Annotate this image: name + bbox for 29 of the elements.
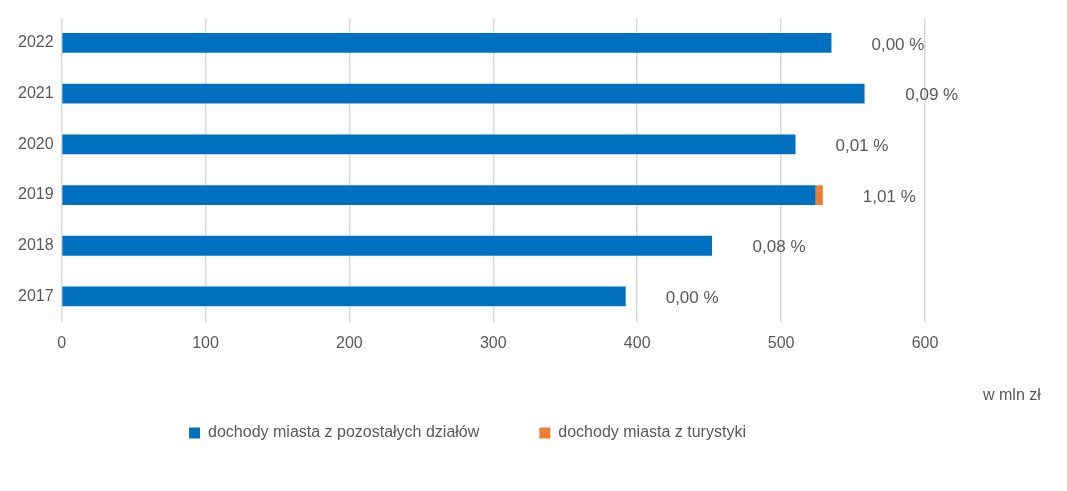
x-tick-label: 500 xyxy=(767,333,795,351)
y-tick-label: 2018 xyxy=(18,236,54,254)
x-tick-label: 0 xyxy=(57,333,67,351)
y-tick-label: 2017 xyxy=(18,286,54,304)
y-tick-label: 2022 xyxy=(18,33,54,51)
x-tick-label: 100 xyxy=(192,333,219,351)
annotation: 0,08 % xyxy=(752,237,806,257)
x-tick-label: 600 xyxy=(911,333,939,351)
bar xyxy=(62,33,832,53)
y-tick-label: 2019 xyxy=(18,185,54,203)
bar xyxy=(815,185,823,205)
annotation: 0,09 % xyxy=(905,85,959,105)
y-tick-label: 2021 xyxy=(18,84,54,102)
x-tick-label: 400 xyxy=(623,333,651,351)
bar xyxy=(62,134,796,155)
annotation: 0,00 % xyxy=(871,34,925,54)
x-tick-label: 200 xyxy=(336,333,363,351)
bar xyxy=(62,185,816,205)
bar xyxy=(62,286,626,307)
bar xyxy=(62,235,713,256)
legend-label: dochody miasta z turystyki xyxy=(558,423,746,441)
annotation: 0,01 % xyxy=(835,136,889,156)
legend-label: dochody miasta z pozostałych działów xyxy=(208,423,480,441)
x-axis-title: w mln zł xyxy=(982,386,1042,404)
bar xyxy=(62,83,865,104)
annotation: 1,01 % xyxy=(862,186,916,206)
annotation: 0,00 % xyxy=(665,288,719,308)
y-tick-label: 2020 xyxy=(18,134,54,152)
x-tick-label: 300 xyxy=(479,333,507,351)
